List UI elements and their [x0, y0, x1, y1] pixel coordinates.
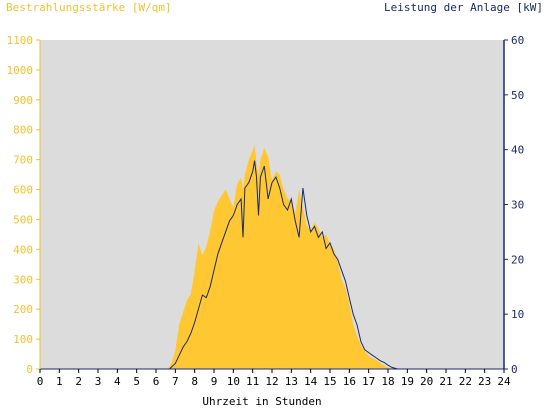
- right-tick-label: 50: [511, 89, 524, 102]
- x-tick-label: 2: [75, 375, 82, 388]
- x-tick-label: 22: [459, 375, 472, 388]
- left-tick-label: 100: [13, 333, 33, 346]
- x-tick-label: 23: [478, 375, 491, 388]
- left-tick-label: 1000: [7, 64, 34, 77]
- left-tick-label: 0: [26, 363, 33, 376]
- right-tick-label: 20: [511, 253, 524, 266]
- x-tick-label: 17: [362, 375, 375, 388]
- left-tick-label: 1100: [7, 34, 34, 47]
- right-axis-ticks: 0 10 20 30 40 50 60: [504, 34, 524, 376]
- x-tick-label: 3: [95, 375, 102, 388]
- left-axis-ticks: 0 100 200 300 400 500 600 700 800 900 1000 1100: [7, 34, 40, 376]
- left-tick-label: 700: [13, 154, 33, 167]
- x-tick-label: 7: [172, 375, 179, 388]
- left-tick-label: 400: [13, 243, 33, 256]
- right-tick-label: 40: [511, 144, 524, 157]
- x-tick-label: 19: [401, 375, 414, 388]
- x-tick-label: 1: [56, 375, 63, 388]
- left-tick-label: 300: [13, 273, 33, 286]
- right-tick-label: 10: [511, 308, 524, 321]
- x-tick-label: 4: [114, 375, 121, 388]
- x-tick-label: 11: [246, 375, 259, 388]
- x-tick-label: 24: [497, 375, 511, 388]
- left-tick-label: 600: [13, 184, 33, 197]
- x-tick-label: 12: [265, 375, 278, 388]
- x-tick-label: 9: [211, 375, 218, 388]
- x-tick-label: 21: [439, 375, 452, 388]
- x-tick-label: 18: [381, 375, 394, 388]
- left-axis-title: Bestrahlungsstärke [W/qm]: [6, 1, 172, 14]
- right-tick-label: 30: [511, 199, 524, 212]
- right-tick-label: 60: [511, 34, 524, 47]
- x-tick-label: 6: [153, 375, 160, 388]
- left-tick-label: 800: [13, 124, 33, 137]
- x-tick-label: 13: [285, 375, 298, 388]
- x-tick-label: 5: [133, 375, 140, 388]
- x-tick-label: 0: [37, 375, 44, 388]
- right-tick-label: 0: [511, 363, 518, 376]
- x-tick-label: 16: [343, 375, 356, 388]
- right-axis-title: Leistung der Anlage [kW]: [384, 1, 543, 14]
- left-tick-label: 500: [13, 213, 33, 226]
- chart-marks: [40, 144, 504, 370]
- x-axis-title: Uhrzeit in Stunden: [202, 395, 321, 408]
- series-irradiance-area: [40, 144, 504, 369]
- left-tick-label: 900: [13, 94, 33, 107]
- left-tick-label: 200: [13, 303, 33, 316]
- x-tick-label: 8: [191, 375, 198, 388]
- x-tick-label: 10: [227, 375, 240, 388]
- x-axis-ticks: 0 1 2 3 4 5 6 7 8 9 10 11 12 13 14 15 16 17 18 19 20 21 22 23 24: [37, 369, 511, 388]
- x-tick-label: 15: [323, 375, 336, 388]
- series-power-line: [40, 160, 504, 370]
- x-tick-label: 14: [304, 375, 318, 388]
- x-tick-label: 20: [420, 375, 433, 388]
